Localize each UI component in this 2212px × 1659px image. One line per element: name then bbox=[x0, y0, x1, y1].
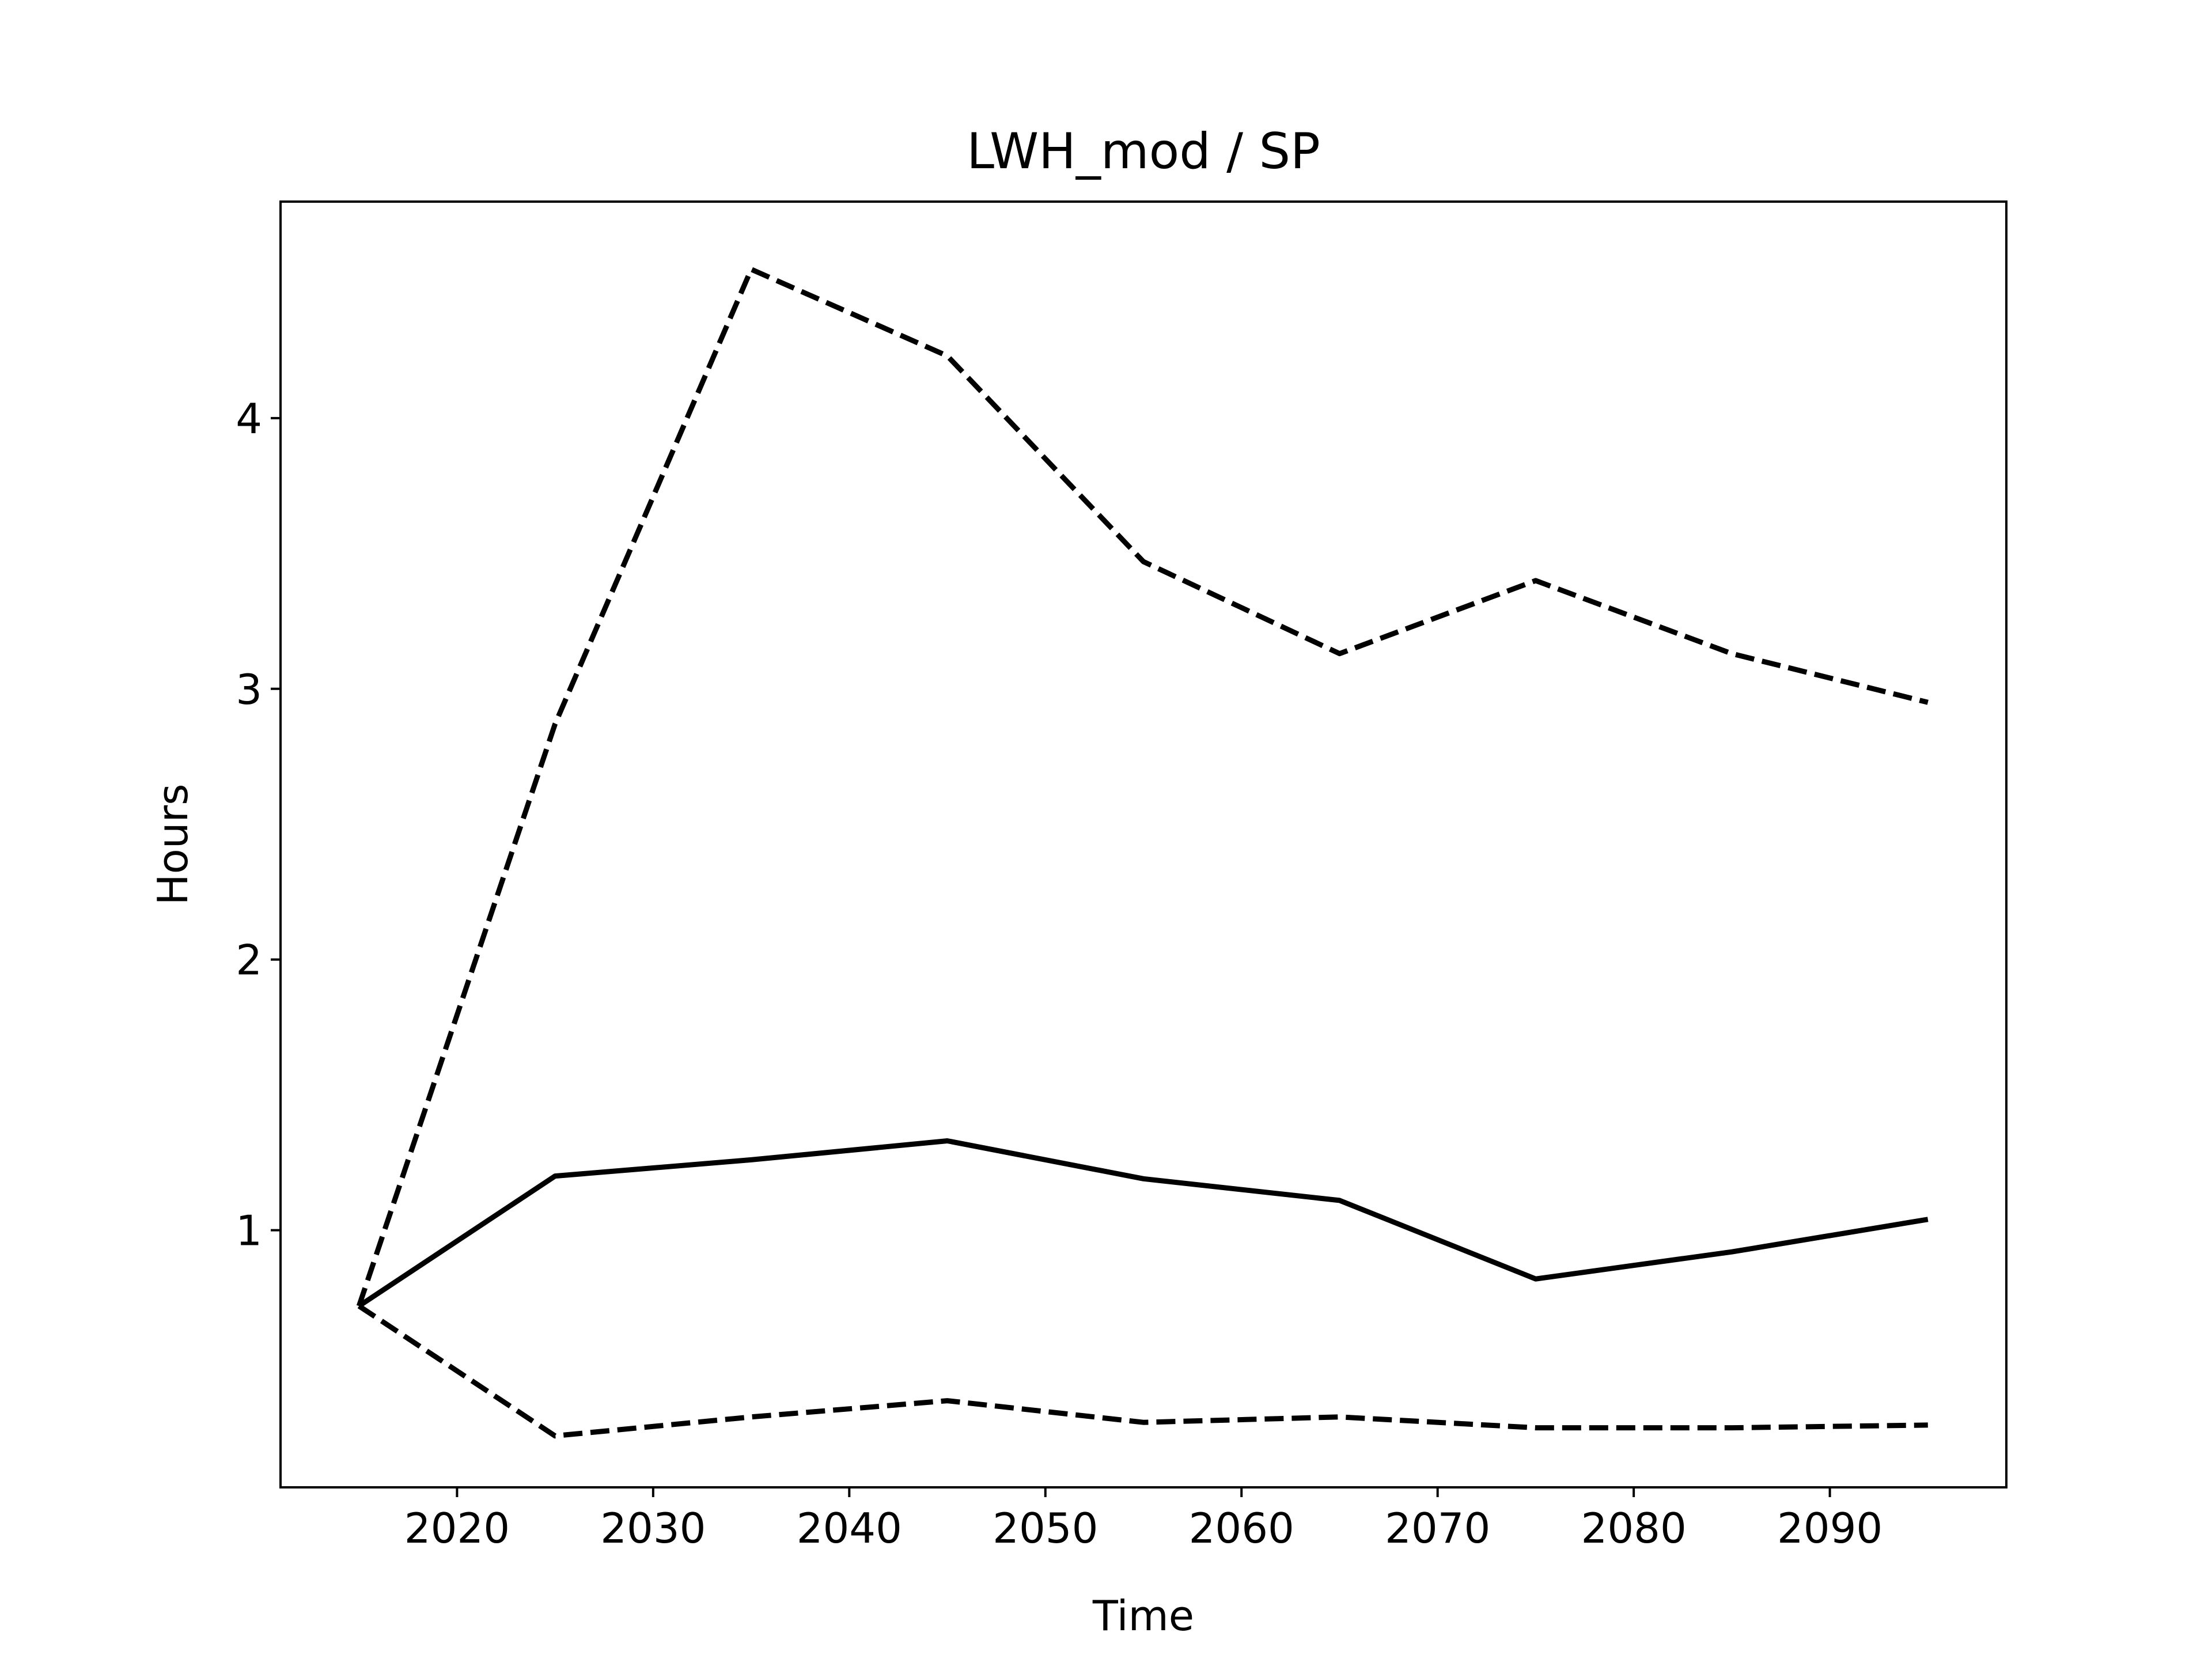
y-axis-label: Hours bbox=[149, 784, 197, 906]
x-axis-ticks: 2020 2030 2040 2050 2060 2070 2080 2090 bbox=[404, 1487, 1883, 1552]
series-layer bbox=[356, 267, 1929, 1439]
y-axis-ticks: 1 2 3 4 bbox=[236, 395, 281, 1255]
y-tick-label: 4 bbox=[236, 395, 262, 443]
series-line-1-solid bbox=[357, 1138, 1929, 1308]
x-tick-label: 2020 bbox=[404, 1504, 510, 1552]
x-tick-label: 2080 bbox=[1581, 1504, 1687, 1552]
x-tick-label: 2070 bbox=[1385, 1504, 1490, 1552]
x-axis-label: Time bbox=[1092, 1592, 1194, 1640]
y-tick-label: 3 bbox=[236, 665, 262, 714]
x-tick-label: 2090 bbox=[1777, 1504, 1883, 1552]
x-tick-label: 2060 bbox=[1189, 1504, 1294, 1552]
chart-title: LWH_mod / SP bbox=[967, 123, 1320, 180]
x-tick-label: 2050 bbox=[993, 1504, 1098, 1552]
plot-frame bbox=[279, 200, 2008, 1488]
series-line-3-dashed bbox=[357, 1304, 1928, 1439]
x-tick-label: 2040 bbox=[797, 1504, 902, 1552]
y-tick-label: 1 bbox=[236, 1207, 262, 1255]
series-line-2-dashed bbox=[356, 267, 1929, 1307]
x-tick-label: 2030 bbox=[600, 1504, 706, 1552]
y-tick-label: 2 bbox=[236, 936, 262, 984]
